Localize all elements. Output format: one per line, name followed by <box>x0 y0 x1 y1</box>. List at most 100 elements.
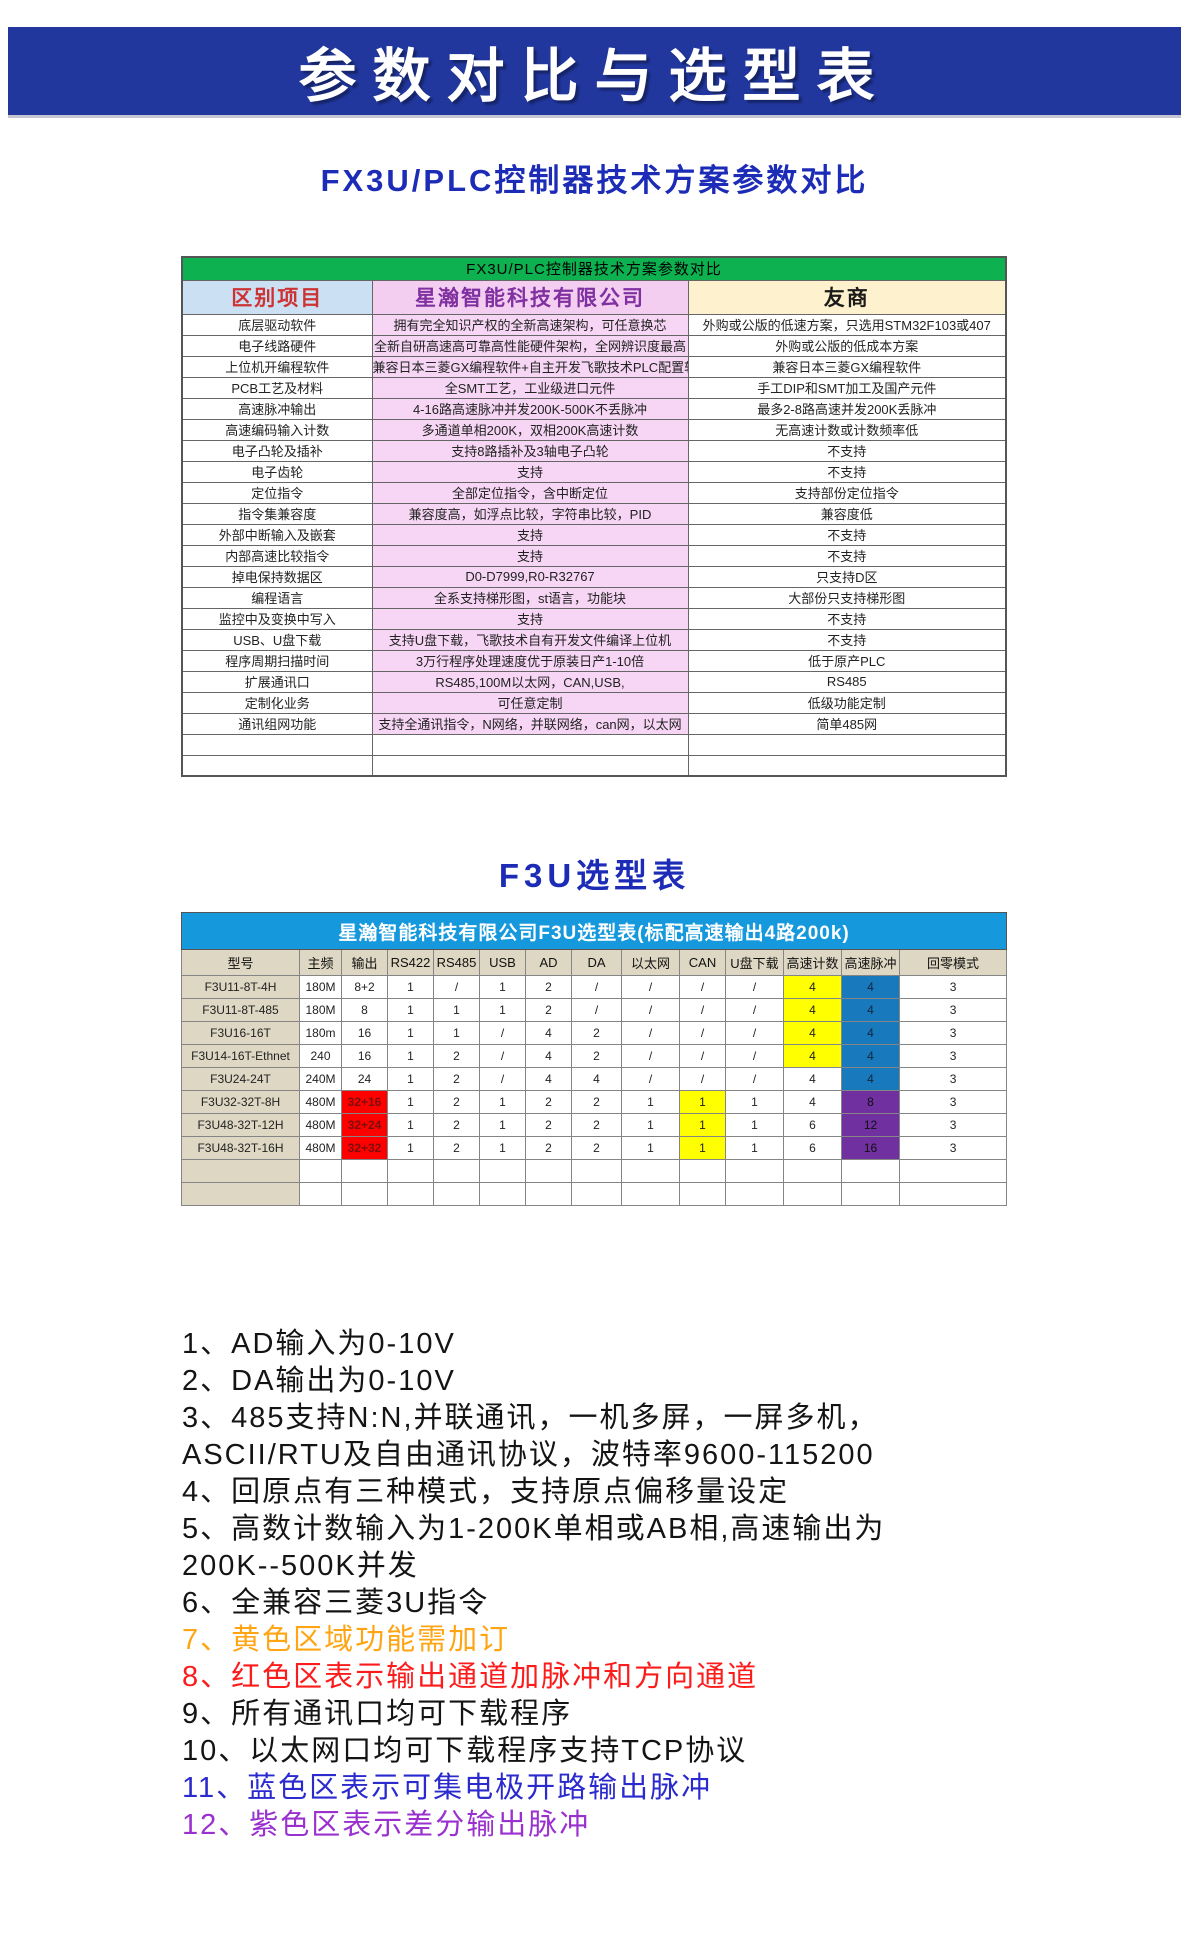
company-value: 全新自研高速高可靠高性能硬件架构，全网辨识度最高 <box>371 334 689 357</box>
note-line: 6、全兼容三菱3U指令 <box>182 1587 490 1619</box>
competitor-value: 不支持 <box>687 628 1007 651</box>
spec-value: 4 <box>783 1067 842 1091</box>
spec-value: 480M <box>299 1090 342 1114</box>
note-line: 7、黄色区域功能需加订 <box>182 1624 511 1656</box>
table-row: 内部高速比较指令 支持 不支持 <box>181 544 1007 567</box>
spec-value: 2 <box>525 1136 572 1160</box>
empty-cell <box>371 733 689 756</box>
row-label: 底层驱动软件 <box>181 313 373 336</box>
spec-value: 4 <box>525 1067 572 1091</box>
empty-row <box>181 733 1007 756</box>
row-label: 定制化业务 <box>181 691 373 714</box>
empty-cell <box>181 1159 300 1183</box>
competitor-value: RS485 <box>687 670 1007 693</box>
spec-value: 8+2 <box>341 975 388 999</box>
selection-table-head: 星瀚智能科技有限公司F3U选型表(标配高速输出4路200k) 型号 主频 输出 RS4… <box>180 912 1008 976</box>
selection-table: 星瀚智能科技有限公司F3U选型表(标配高速输出4路200k) 型号 主频 输出 RS4… <box>180 912 1008 1206</box>
spec-value: / <box>725 975 784 999</box>
spec-value: 12 <box>841 1113 900 1137</box>
spec-value: 4 <box>783 1090 842 1114</box>
table-row: 指令集兼容度 兼容度高，如浮点比较，字符串比较，PID 兼容度低 <box>181 502 1007 525</box>
comparison-table-body: 底层驱动软件 拥有完全知识产权的全新高速架构，可任意换芯 外购或公版的低速方案，只选… <box>181 313 1007 777</box>
empty-cell <box>783 1182 842 1206</box>
company-value: 可任意定制 <box>371 691 689 714</box>
company-value: 3万行程序处理速度优于原装日产1-10倍 <box>371 649 689 672</box>
spec-value: 2 <box>433 1044 480 1068</box>
model-row: F3U24-24T 240M 24 1 2/4 4///4 4 3 <box>181 1067 1008 1091</box>
row-label: 扩展通讯口 <box>181 670 373 693</box>
spec-value: 3 <box>898 1113 1008 1137</box>
table-row: 高速脉冲输出 4-16路高速脉冲并发200K-500K不丢脉冲 最多2-8路高速并发… <box>181 397 1007 420</box>
company-value: 兼容日本三菱GX编程软件+自主开发飞歌技术PLC配置软件 <box>371 355 689 378</box>
row-label: 高速脉冲输出 <box>181 397 373 420</box>
empty-cell <box>181 754 373 777</box>
spec-value: 2 <box>433 1090 480 1114</box>
empty-cell <box>525 1159 572 1183</box>
table-row: 程序周期扫描时间 3万行程序处理速度优于原装日产1-10倍 低于原产PLC <box>181 649 1007 672</box>
note-line: 9、所有通讯口均可下载程序 <box>182 1698 573 1730</box>
spec-value: / <box>621 975 680 999</box>
spec-value: 16 <box>841 1136 900 1160</box>
company-value: 拥有完全知识产权的全新高速架构，可任意换芯 <box>371 313 689 336</box>
row-label: 电子凸轮及插补 <box>181 439 373 462</box>
spec-value: 4 <box>841 998 900 1022</box>
empty-cell <box>181 1182 300 1206</box>
spec-value: 1 <box>387 1067 434 1091</box>
spec-value: 1 <box>725 1136 784 1160</box>
column-header-competitor: 友商 <box>687 279 1007 315</box>
spec-value: 2 <box>571 1044 622 1068</box>
model-name: F3U11-8T-485 <box>181 998 300 1022</box>
company-value: D0-D7999,R0-R32767 <box>371 565 689 588</box>
spec-value: 1 <box>387 998 434 1022</box>
table-row: 上位机开编程软件 兼容日本三菱GX编程软件+自主开发飞歌技术PLC配置软件 兼容日本… <box>181 355 1007 378</box>
row-label: 编程语言 <box>181 586 373 609</box>
competitor-value: 支持部份定位指令 <box>687 481 1007 504</box>
model-row: F3U48-32T-12H 480M 32+24 1 2 1 2 2 1 1 1 6 12 3 <box>181 1113 1008 1137</box>
row-label: 外部中断输入及嵌套 <box>181 523 373 546</box>
spec-value: 4 <box>841 1021 900 1045</box>
company-value: 支持全通讯指令，N网络，并联网络，can网，以太网 <box>371 712 689 735</box>
spec-value: 16 <box>341 1021 388 1045</box>
spec-value: / <box>725 1067 784 1091</box>
selection-table-title: 星瀚智能科技有限公司F3U选型表(标配高速输出4路200k) <box>180 912 1008 950</box>
empty-cell <box>679 1159 726 1183</box>
comparison-table-title-row: FX3U/PLC控制器技术方案参数对比 <box>181 256 1007 281</box>
model-name: F3U48-32T-16H <box>181 1136 300 1160</box>
spec-value: / <box>621 998 680 1022</box>
empty-cell <box>341 1182 388 1206</box>
competitor-value: 兼容日本三菱GX编程软件 <box>687 355 1007 378</box>
spec-value: / <box>479 1021 526 1045</box>
spec-column-header: U盘下载 <box>725 949 784 976</box>
empty-cell <box>299 1182 342 1206</box>
spec-value: / <box>479 1067 526 1091</box>
empty-row <box>181 754 1007 777</box>
spec-value: 3 <box>898 975 1008 999</box>
spec-column-header: CAN <box>679 949 726 976</box>
spec-column-header: DA <box>571 949 622 976</box>
row-label: 定位指令 <box>181 481 373 504</box>
spec-value: 1 <box>679 1113 726 1137</box>
table-row: USB、U盘下载 支持U盘下载，飞歌技术自有开发文件编译上位机 不支持 <box>181 628 1007 651</box>
empty-cell <box>679 1182 726 1206</box>
spec-value: / <box>725 1044 784 1068</box>
spec-value: 1 <box>479 998 526 1022</box>
spec-value: 1 <box>387 1044 434 1068</box>
company-value: 支持 <box>371 523 689 546</box>
note-line: 4、回原点有三种模式，支持原点偏移量设定 <box>182 1476 790 1508</box>
table-row: 电子凸轮及插补 支持8路插补及3轴电子凸轮 不支持 <box>181 439 1007 462</box>
competitor-value: 不支持 <box>687 439 1007 462</box>
spec-value: 1 <box>479 975 526 999</box>
spec-value: 2 <box>525 998 572 1022</box>
company-value: 全SMT工艺，工业级进口元件 <box>371 376 689 399</box>
empty-row <box>181 1182 1008 1206</box>
model-name: F3U16-16T <box>181 1021 300 1045</box>
spec-value: 1 <box>387 1090 434 1114</box>
spec-value: 32+32 <box>341 1136 388 1160</box>
empty-cell <box>525 1182 572 1206</box>
competitor-value: 不支持 <box>687 607 1007 630</box>
spec-value: 1 <box>433 1021 480 1045</box>
spec-value: 2 <box>571 1090 622 1114</box>
spec-value: / <box>725 1021 784 1045</box>
table-row: 定位指令 全部定位指令，含中断定位 支持部份定位指令 <box>181 481 1007 504</box>
row-label: 上位机开编程软件 <box>181 355 373 378</box>
